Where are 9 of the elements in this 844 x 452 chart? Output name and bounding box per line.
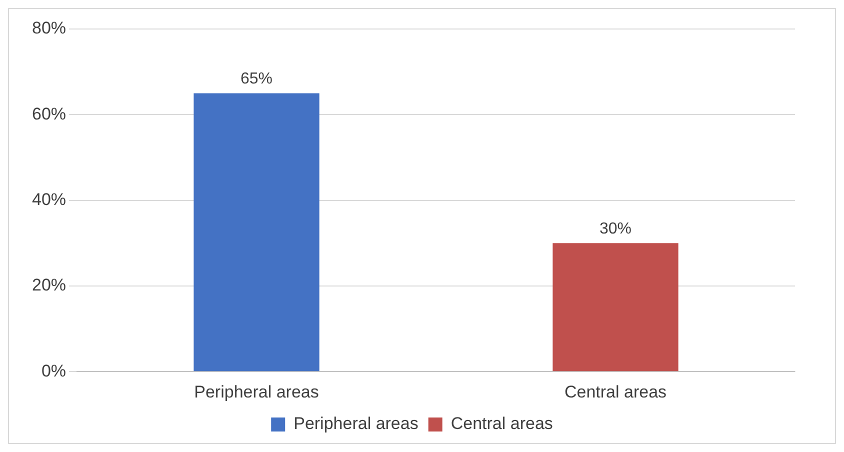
y-tick-label: 80% — [32, 18, 66, 38]
legend-label: Peripheral areas — [294, 414, 418, 434]
y-tick-label: 60% — [32, 104, 66, 124]
legend-label: Central areas — [450, 414, 553, 434]
y-tick-label: 0% — [41, 361, 66, 380]
data-label: 30% — [599, 220, 632, 238]
y-tick-label: 20% — [32, 276, 66, 295]
data-label: 65% — [240, 70, 273, 88]
y-tick-label: 40% — [32, 190, 66, 209]
